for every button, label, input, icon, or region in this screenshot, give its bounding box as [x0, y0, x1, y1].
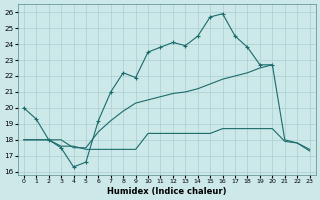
X-axis label: Humidex (Indice chaleur): Humidex (Indice chaleur) [107, 187, 227, 196]
